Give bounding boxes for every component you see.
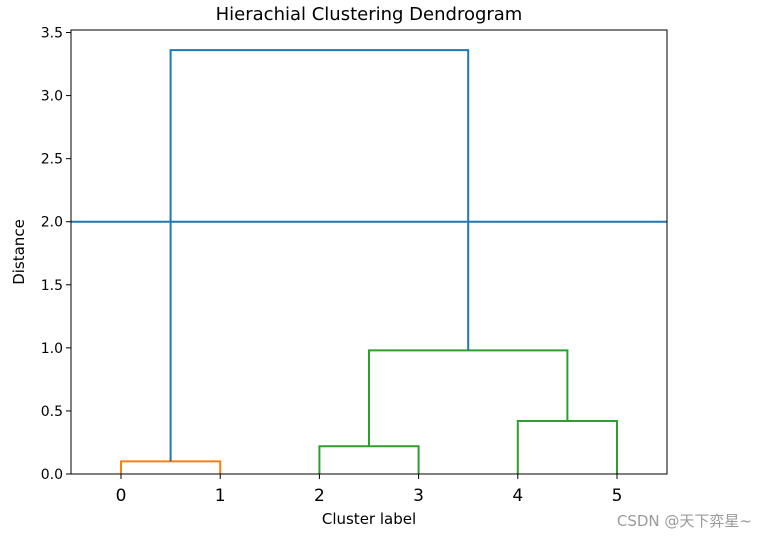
plot-frame <box>70 29 668 475</box>
watermark-text: CSDN @天下弈星~ <box>617 512 752 530</box>
x-axis-ticks: 0 1 2 3 4 5 <box>116 474 623 506</box>
x-tick-label: 2 <box>314 486 325 506</box>
x-tick-label: 3 <box>413 486 424 506</box>
x-tick-label: 5 <box>612 486 623 506</box>
y-tick-label: 3.5 <box>41 26 63 42</box>
x-tick-label: 0 <box>116 486 127 506</box>
dendrogram-links <box>120 49 618 474</box>
y-tick-label: 1.5 <box>41 278 63 294</box>
y-tick-label: 0.5 <box>41 404 63 420</box>
dendrogram-link-0 <box>120 460 222 474</box>
x-axis-label: Cluster label <box>322 510 416 528</box>
dendrogram-link-4 <box>169 49 470 462</box>
chart-title: Hierachial Clustering Dendrogram <box>216 4 523 25</box>
y-tick-label: 0.0 <box>41 467 63 483</box>
x-tick-label: 4 <box>512 486 523 506</box>
y-tick-label: 2.5 <box>41 152 63 168</box>
y-tick-label: 3.0 <box>41 89 63 105</box>
y-axis-ticks: 0.0 0.5 1.0 1.5 2.0 2.5 3.0 3.5 <box>41 26 71 483</box>
y-tick-label: 2.0 <box>41 215 63 231</box>
x-tick-label: 1 <box>215 486 226 506</box>
dendrogram-link-2 <box>516 420 618 474</box>
dendrogram-link-3 <box>368 349 569 447</box>
y-tick-label: 1.0 <box>41 341 63 357</box>
dendrogram-link-1 <box>318 445 420 474</box>
y-axis-label: Distance <box>10 219 28 285</box>
